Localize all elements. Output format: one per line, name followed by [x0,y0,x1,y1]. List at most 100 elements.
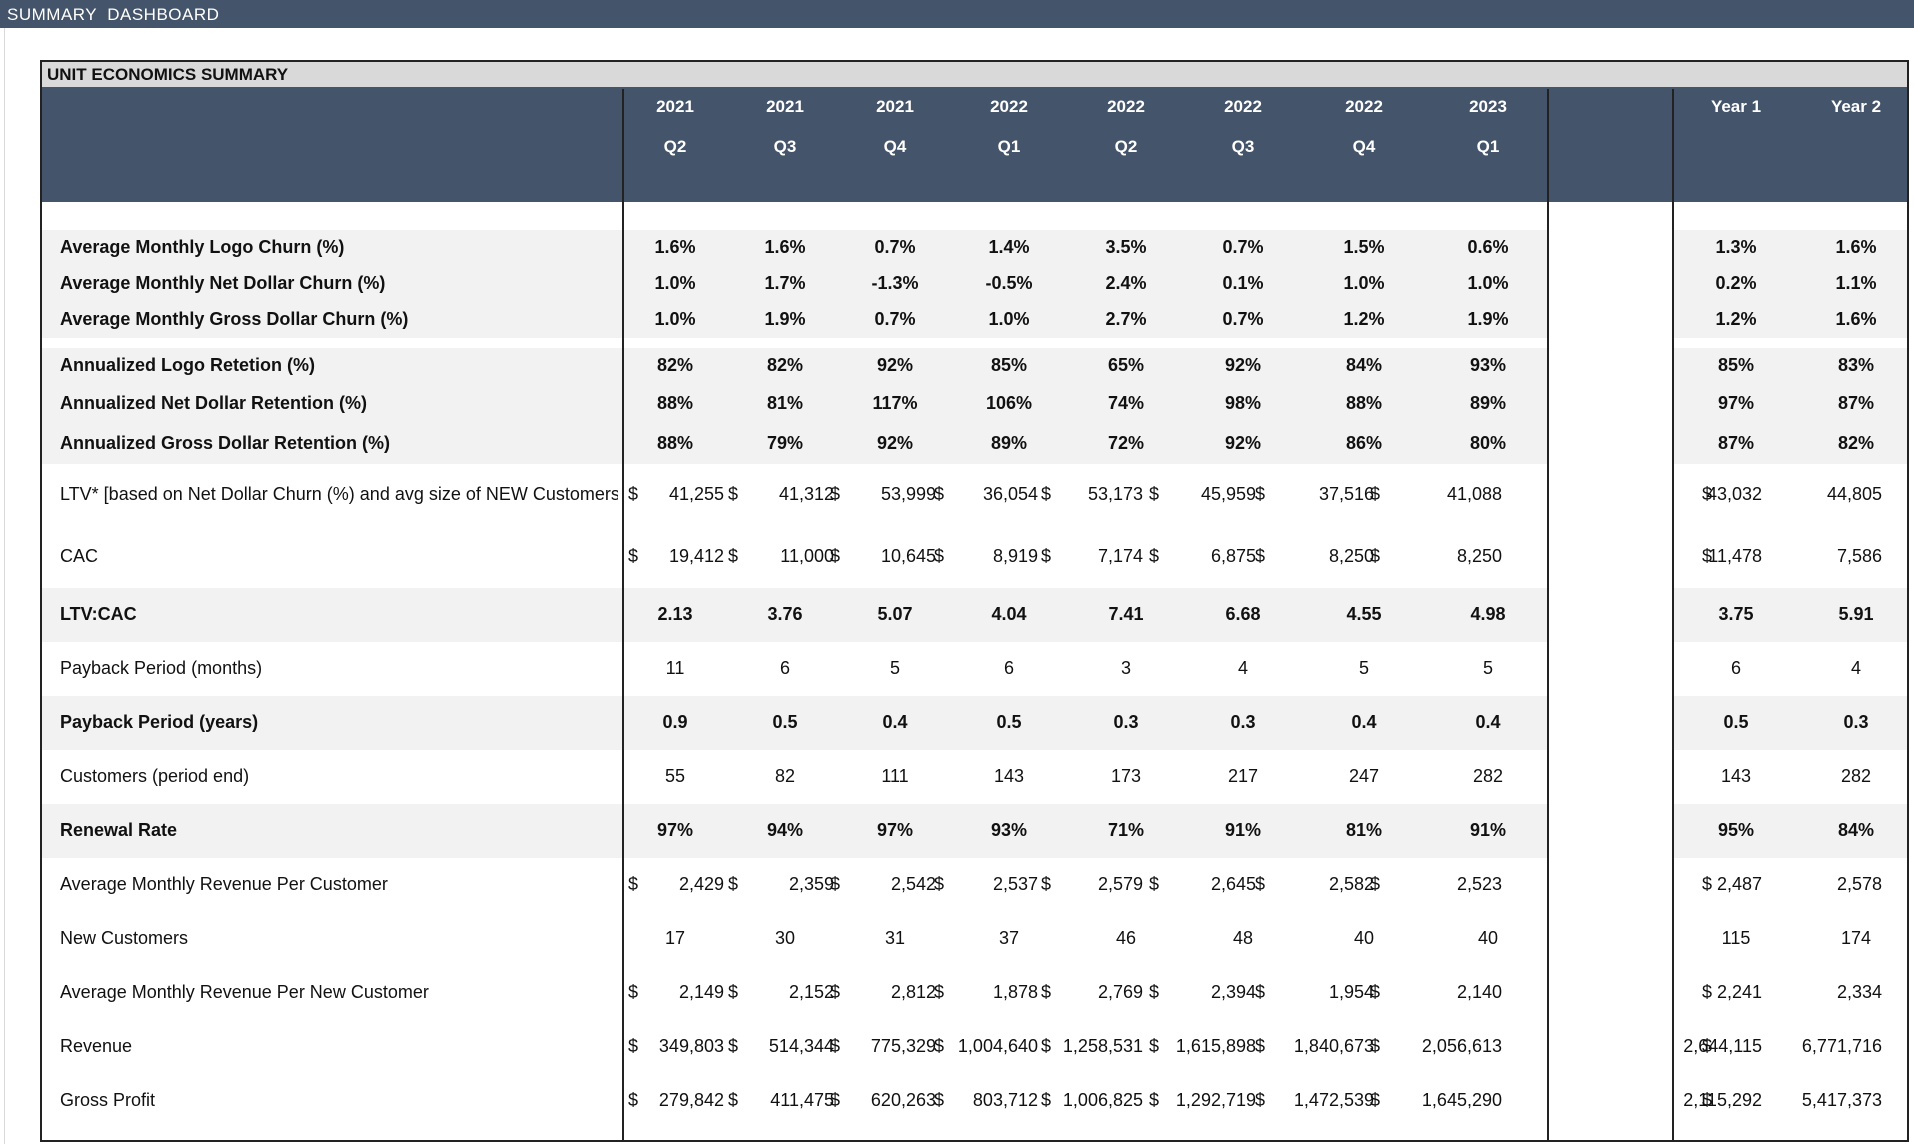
cell-value: 2,241 [1716,982,1762,1002]
cell-value: 93% [1469,355,1507,375]
cell-value: 0.1% [1222,273,1264,293]
cell-value: 81% [1345,820,1383,840]
cell-value: 2,537 [992,874,1038,894]
cell-value: 5.91 [1838,604,1874,624]
column-header-quarter: Q2 [1114,137,1138,156]
cell-value: 36,054 [982,484,1038,504]
currency-symbol: $ [728,982,739,1002]
cell-value: 0.2% [1715,273,1757,293]
cell-value: 91% [1224,820,1262,840]
cell-value: 411,475 [770,1090,834,1110]
currency-symbol: $ [1149,874,1160,894]
cell-value: 80% [1188,1139,1298,1140]
cell-value: 0.3 [1230,712,1256,732]
currency-symbol: $ [628,546,639,566]
cell-value: 2,140 [1456,982,1502,1002]
cell-value: 1.6% [654,237,696,257]
cell-value: 46 [1115,928,1137,948]
cell-value: 2.7% [1105,309,1147,329]
cell-value: 2,056,613 [1421,1036,1502,1056]
row-label: Average Monthly Logo Churn (%) [60,237,345,257]
cell-value: 111 [881,766,909,786]
sheet-title-bar: SUMMARY DASHBOARD [0,0,1914,28]
cell-value: 1.6% [764,237,806,257]
cell-value: 0.5 [996,712,1022,732]
currency-symbol: $ [628,982,639,1002]
column-header-year: 2022 [1345,97,1383,116]
cell-value: 143 [1720,766,1752,786]
cell-value: 80% [1801,1139,1907,1140]
cell-value: 91% [1469,820,1507,840]
cell-value: 143 [993,766,1025,786]
cell-value: 247 [1348,766,1380,786]
cell-value: 11,478 [1708,546,1762,566]
cell-value: 92% [1224,433,1262,453]
cell-value: 0.7% [874,309,916,329]
section-title-bar: UNIT ECONOMICS SUMMARY [42,62,1907,87]
currency-symbol: $ [1370,1090,1381,1110]
column-separator [622,89,624,1140]
cell-value: 82% [766,355,804,375]
cell-value: 41,255 [668,484,724,504]
currency-symbol: $ [1255,484,1266,504]
cell-value: 2,582 [1328,874,1374,894]
cell-value: 1.2% [1343,309,1385,329]
cell-value: 1,004,640 [957,1036,1038,1056]
cell-value: 1.9% [764,309,806,329]
cell-value: 5 [1358,658,1369,678]
cell-value: 6,875 [1210,546,1256,566]
cell-value: 4.55 [1346,604,1382,624]
column-header-year: 2022 [1224,97,1262,116]
cell-value: 106% [985,393,1033,413]
cell-value: 65% [1107,355,1145,375]
row-label: Payback Period (years) [60,712,259,732]
cell-value: 0.7% [1222,309,1264,329]
column-header-quarter: Q4 [883,137,907,156]
currency-symbol: $ [934,874,945,894]
cell-value: 1.0% [1343,273,1385,293]
cell-value: 6.68 [1225,604,1261,624]
cell-value: 85% [990,355,1028,375]
cell-value: 4 [1850,658,1861,678]
cell-value: 80% [620,1139,730,1140]
column-header-quarter: Q1 [1476,137,1500,156]
cell-value: 1,006,825 [1062,1090,1143,1110]
currency-symbol: $ [728,874,739,894]
row-label: Payback Period (months) [60,658,263,678]
currency-symbol: $ [628,874,639,894]
currency-symbol: $ [934,484,945,504]
cell-value: 4 [1237,658,1248,678]
row-label: Average Monthly Net Dollar Churn (%) [60,273,386,293]
currency-symbol: $ [1255,1090,1266,1110]
currency-symbol: $ [1370,874,1381,894]
cell-value: 93% [990,820,1028,840]
currency-symbol: $ [1370,546,1381,566]
cell-value: 11,000 [780,546,834,566]
cell-value: 79% [766,433,804,453]
currency-symbol: $ [1702,484,1713,504]
cell-value: 2,359 [788,874,834,894]
cell-value: 173 [1110,766,1142,786]
currency-symbol: $ [1255,1036,1266,1056]
column-header-year: 2021 [656,97,694,116]
cell-value: 2,542 [890,874,936,894]
cell-value: 3 [1120,658,1131,678]
currency-symbol: $ [1702,546,1713,566]
cell-value: 0.6% [1467,237,1509,257]
cell-value: 1,840,673 [1293,1036,1374,1056]
currency-symbol: $ [830,484,841,504]
cell-value: 88% [656,433,694,453]
cell-value: 80% [840,1139,950,1140]
cell-value: 2,579 [1097,874,1143,894]
cell-value: 620,263 [870,1090,936,1110]
cell-value: 1,615,898 [1175,1036,1256,1056]
cell-value: 0.7% [1222,237,1264,257]
cell-value: 10,645 [880,546,936,566]
cell-value: 514,344 [768,1036,834,1056]
column-header-year: 2022 [990,97,1028,116]
cell-value: 282 [1472,766,1504,786]
row-label: Average Monthly Revenue Per New Customer [60,982,429,1002]
currency-symbol: $ [1149,546,1160,566]
row-label: CAC [60,546,99,566]
column-header-year: 2021 [876,97,914,116]
